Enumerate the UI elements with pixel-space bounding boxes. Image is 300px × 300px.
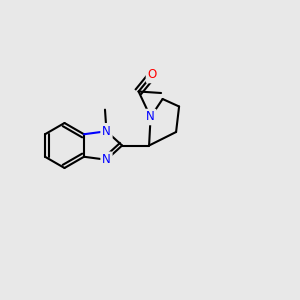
Text: O: O [148,68,157,82]
Text: N: N [102,153,111,166]
Text: O: O [148,68,157,82]
Text: N: N [102,125,111,138]
Text: N: N [102,125,111,138]
Text: N: N [146,110,155,124]
Text: N: N [102,153,111,166]
Text: N: N [146,110,155,124]
